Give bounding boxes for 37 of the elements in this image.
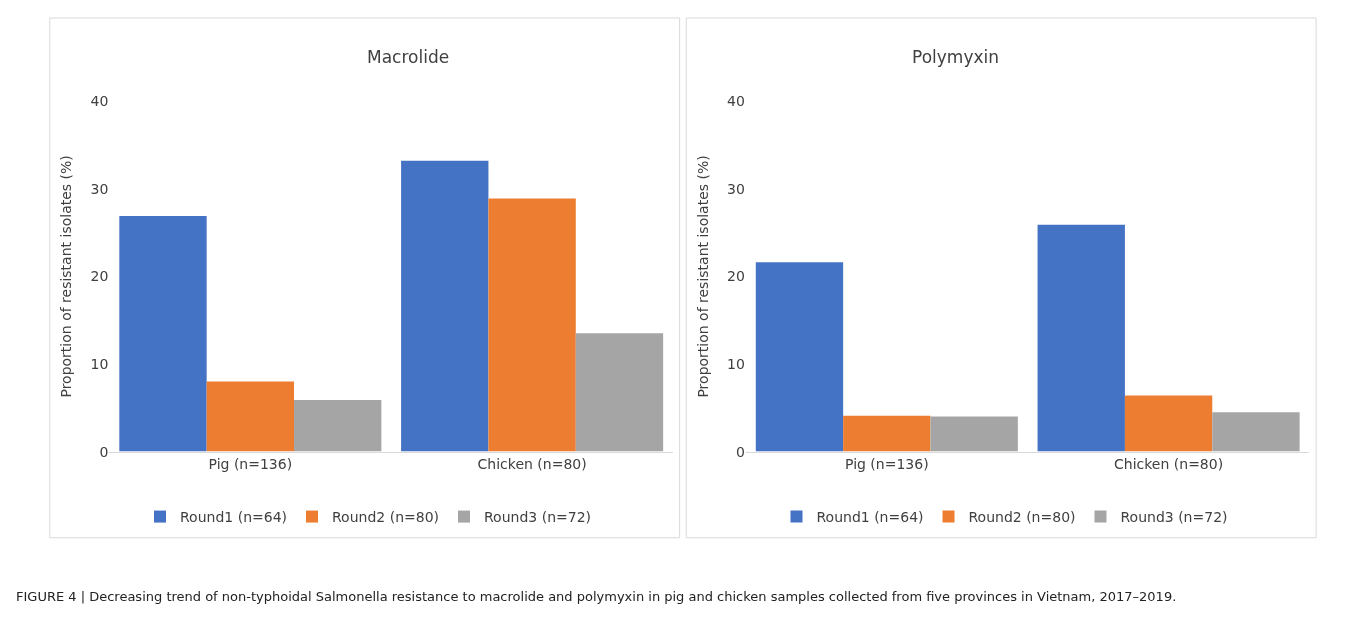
- legend-label: Round1 (n=64): [180, 509, 288, 526]
- y-tick-label: 40: [727, 93, 745, 110]
- y-axis-title: Proportion of resistant isolates (%): [58, 155, 75, 398]
- bar: [1212, 412, 1300, 452]
- x-tick-label: Chicken (n=80): [477, 456, 587, 473]
- bar: [843, 415, 931, 452]
- chart-title: Macrolide: [367, 47, 450, 67]
- y-tick-label: 40: [90, 93, 109, 110]
- y-tick-label: 0: [99, 443, 109, 460]
- bar: [206, 381, 295, 452]
- y-tick-label: 20: [727, 268, 745, 285]
- legend-label: Round2 (n=80): [332, 509, 440, 526]
- bar: [119, 215, 207, 452]
- bar: [401, 160, 489, 452]
- y-tick-label: 10: [90, 355, 109, 372]
- y-tick-label: 30: [90, 180, 109, 197]
- bar: [294, 399, 382, 452]
- caption: FIGURE 4 | Decreasing trend of non-typhoidal Salmonella resistance to macrolide and polymyxin in pig and chicken samples collected from five provinces in Vietnam, 2017–2019.: [16, 589, 1177, 604]
- y-tick-label: 30: [727, 180, 745, 197]
- chart-title: Polymyxin: [912, 47, 1000, 67]
- legend-label: Round2 (n=80): [968, 509, 1076, 526]
- legend-label: Round1 (n=64): [816, 509, 924, 526]
- y-axis-title: Proportion of resistant isolates (%): [694, 155, 711, 398]
- y-tick-label: 10: [727, 355, 745, 372]
- y-tick-label: 0: [736, 443, 745, 460]
- legend-label: Round3 (n=72): [484, 509, 592, 526]
- x-tick-label: Chicken (n=80): [1114, 456, 1224, 473]
- bar: [575, 333, 664, 452]
- legend-label: Round3 (n=72): [1120, 509, 1228, 526]
- bar: [488, 198, 576, 452]
- bar: [930, 416, 1018, 452]
- x-tick-label: Pig (n=136): [845, 456, 929, 473]
- bar: [1037, 224, 1125, 452]
- y-tick-label: 20: [90, 268, 109, 285]
- bar: [755, 262, 844, 452]
- bar: [1124, 395, 1213, 452]
- x-tick-label: Pig (n=136): [208, 456, 293, 473]
